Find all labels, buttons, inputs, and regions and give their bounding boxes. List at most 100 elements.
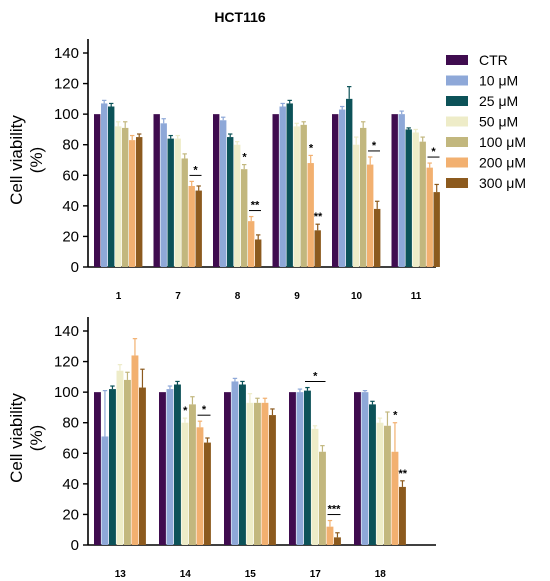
category-label: 11 bbox=[411, 291, 422, 302]
category-label: 15 bbox=[245, 569, 257, 580]
bar-11-10uM bbox=[398, 114, 405, 268]
y-axis-label-line: (%) bbox=[27, 425, 46, 451]
bar-13-300uM bbox=[139, 387, 146, 545]
bar-18-50uM bbox=[376, 422, 384, 545]
bar-11-300uM bbox=[433, 192, 440, 267]
bar-14-CTR bbox=[159, 392, 166, 545]
y-tick-label: 20 bbox=[62, 228, 79, 245]
significance-marker: *** bbox=[328, 504, 342, 516]
bar-10-CTR bbox=[332, 114, 339, 268]
bar-13-50uM bbox=[116, 370, 124, 545]
significance-marker: * bbox=[193, 164, 198, 176]
legend-label: 300 μM bbox=[479, 175, 526, 191]
legend-swatch bbox=[446, 116, 468, 127]
bar-7-10uM bbox=[160, 123, 167, 267]
legend-swatch bbox=[446, 55, 468, 65]
bar-9-10uM bbox=[279, 106, 286, 267]
y-tick-label: 100 bbox=[54, 384, 79, 401]
legend-swatch bbox=[446, 157, 468, 168]
y-tick-label: 60 bbox=[62, 445, 79, 462]
bar-17-200uM bbox=[326, 526, 334, 545]
bar-7-50uM bbox=[174, 138, 181, 267]
category-label: 13 bbox=[115, 569, 127, 580]
bar-9-CTR bbox=[272, 114, 279, 268]
bar-9-50uM bbox=[293, 126, 300, 267]
y-tick-label: 80 bbox=[62, 137, 79, 154]
bar-1-300uM bbox=[136, 137, 143, 267]
y-tick-label: 20 bbox=[62, 506, 79, 523]
significance-marker: * bbox=[393, 410, 398, 422]
bar-13-200uM bbox=[131, 355, 139, 545]
category-label: 1 bbox=[116, 291, 122, 302]
significance-marker: * bbox=[431, 146, 436, 158]
chart-title: HCT116 bbox=[214, 9, 266, 25]
bar-15-10uM bbox=[231, 381, 239, 545]
bar-13-25uM bbox=[109, 389, 116, 545]
bar-7-CTR bbox=[153, 114, 160, 268]
bar-9-200uM bbox=[307, 163, 314, 267]
bar-9-100uM bbox=[300, 124, 307, 267]
y-axis-label: Cell viability(%) bbox=[7, 393, 46, 483]
significance-marker: * bbox=[309, 142, 314, 154]
y-tick-label: 140 bbox=[54, 45, 79, 62]
legend-label: 100 μM bbox=[479, 134, 526, 150]
bar-14-10uM bbox=[166, 389, 174, 545]
bar-15-50uM bbox=[246, 402, 254, 545]
bar-8-50uM bbox=[234, 144, 241, 267]
legend-swatch bbox=[446, 137, 468, 147]
category-label: 17 bbox=[310, 569, 322, 580]
legend-swatch bbox=[446, 178, 468, 188]
bar-7-25uM bbox=[167, 138, 174, 267]
y-axis-label-line: Cell viability bbox=[7, 115, 26, 205]
significance-marker: ** bbox=[251, 200, 260, 212]
y-axis-label-line: Cell viability bbox=[7, 393, 26, 483]
bar-10-200uM bbox=[367, 164, 374, 267]
y-tick-label: 40 bbox=[62, 198, 79, 215]
legend-label: 200 μM bbox=[479, 155, 526, 171]
bar-8-25uM bbox=[227, 137, 234, 267]
bar-17-CTR bbox=[289, 392, 296, 545]
y-axis-label: Cell viability(%) bbox=[7, 115, 46, 205]
bar-17-300uM bbox=[334, 537, 341, 545]
bar-10-300uM bbox=[374, 208, 381, 267]
bar-17-10uM bbox=[296, 392, 304, 545]
bar-11-50uM bbox=[412, 132, 419, 267]
legend-swatch bbox=[446, 75, 468, 86]
y-tick-label: 40 bbox=[62, 476, 79, 493]
y-axis-label-line: (%) bbox=[27, 147, 46, 173]
bar-9-300uM bbox=[314, 230, 321, 267]
legend-swatch bbox=[446, 96, 468, 106]
category-label: 8 bbox=[235, 291, 241, 302]
bar-14-200uM bbox=[196, 427, 204, 545]
bar-10-25uM bbox=[346, 98, 353, 267]
y-tick-label: 120 bbox=[54, 354, 79, 371]
y-tick-label: 60 bbox=[62, 167, 79, 184]
y-tick-label: 80 bbox=[62, 415, 79, 432]
legend-label: 25 μM bbox=[479, 93, 518, 109]
bar-8-10uM bbox=[220, 120, 227, 267]
bar-17-25uM bbox=[304, 390, 311, 545]
bar-8-200uM bbox=[248, 221, 255, 267]
bar-10-50uM bbox=[353, 144, 360, 267]
bar-14-25uM bbox=[174, 384, 181, 545]
bar-7-300uM bbox=[195, 190, 202, 267]
bar-18-200uM bbox=[391, 451, 399, 545]
bar-11-25uM bbox=[405, 129, 412, 267]
significance-marker: * bbox=[372, 140, 377, 152]
bar-15-300uM bbox=[269, 415, 276, 545]
bar-8-100uM bbox=[241, 169, 248, 267]
significance-marker: * bbox=[242, 152, 247, 164]
bar-15-CTR bbox=[224, 392, 231, 545]
category-label: 10 bbox=[351, 291, 363, 302]
bar-18-CTR bbox=[354, 392, 361, 545]
significance-marker: * bbox=[202, 404, 207, 416]
bar-13-CTR bbox=[94, 392, 101, 545]
bar-18-10uM bbox=[361, 392, 369, 545]
y-tick-label: 120 bbox=[54, 76, 79, 93]
bar-18-300uM bbox=[399, 486, 406, 545]
bar-9-25uM bbox=[286, 103, 293, 267]
bar-8-300uM bbox=[255, 239, 262, 267]
significance-marker: ** bbox=[398, 468, 407, 480]
category-label: 9 bbox=[294, 291, 300, 302]
